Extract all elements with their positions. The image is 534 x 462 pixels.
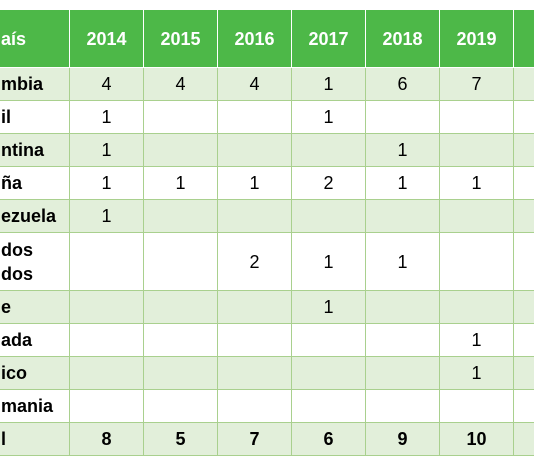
cell: 1: [440, 324, 514, 357]
cell: 1: [70, 167, 144, 200]
cell: [514, 134, 534, 167]
cell: 1: [292, 101, 366, 134]
header-cell: 2: [514, 10, 534, 68]
cell: [144, 101, 218, 134]
header-cell: 2014: [70, 10, 144, 68]
cell: [144, 134, 218, 167]
cell: 1: [366, 167, 440, 200]
cell: [514, 423, 534, 456]
cell: [514, 101, 534, 134]
row-label: ezuela: [0, 200, 70, 233]
cell: 2: [218, 233, 292, 291]
cell: [70, 233, 144, 291]
cell: 7: [218, 423, 292, 456]
cell: [218, 101, 292, 134]
header-cell: 2015: [144, 10, 218, 68]
cell: [70, 324, 144, 357]
cell: [218, 357, 292, 390]
cell: [70, 357, 144, 390]
cell: [514, 291, 534, 324]
cell: [144, 291, 218, 324]
cell: [440, 200, 514, 233]
cell: 1: [70, 200, 144, 233]
cell: [144, 390, 218, 423]
cell: 8: [70, 423, 144, 456]
cell: 1: [292, 68, 366, 101]
cell: 5: [144, 423, 218, 456]
cell: [70, 291, 144, 324]
cell: 2: [292, 167, 366, 200]
header-cell: 2018: [366, 10, 440, 68]
cell: [218, 200, 292, 233]
cell: [366, 291, 440, 324]
cell: 6: [366, 68, 440, 101]
header-cell: 2017: [292, 10, 366, 68]
cell: [440, 390, 514, 423]
cell: [514, 324, 534, 357]
cell: 1: [144, 167, 218, 200]
cell: [144, 357, 218, 390]
cell: 1: [218, 167, 292, 200]
cell: [440, 134, 514, 167]
cell: 6: [292, 423, 366, 456]
cell: 4: [144, 68, 218, 101]
cell: [292, 200, 366, 233]
cell: [218, 134, 292, 167]
cell: [218, 291, 292, 324]
cell: 1: [366, 134, 440, 167]
header-cell: 2019: [440, 10, 514, 68]
row-label: il: [0, 101, 70, 134]
row-label: l: [0, 423, 70, 456]
cell: 7: [440, 68, 514, 101]
cell: [514, 357, 534, 390]
cell: [366, 390, 440, 423]
cell: 1: [70, 134, 144, 167]
cell: [366, 324, 440, 357]
cell: [144, 324, 218, 357]
row-label: e: [0, 291, 70, 324]
row-label: ntina: [0, 134, 70, 167]
cell: 1: [70, 101, 144, 134]
cell: [514, 233, 534, 291]
header-cell: aís: [0, 10, 70, 68]
cell: [366, 101, 440, 134]
cell: [218, 324, 292, 357]
cell: 1: [440, 167, 514, 200]
cell: [144, 200, 218, 233]
cell: [292, 324, 366, 357]
cell: 10: [440, 423, 514, 456]
row-label: ada: [0, 324, 70, 357]
cell: [70, 390, 144, 423]
cell: [440, 233, 514, 291]
cell: 4: [218, 68, 292, 101]
row-label: ico: [0, 357, 70, 390]
row-label: dos dos: [0, 233, 70, 291]
header-cell: 2016: [218, 10, 292, 68]
row-label: mania: [0, 390, 70, 423]
cell: 1: [440, 357, 514, 390]
cell: 9: [366, 423, 440, 456]
cell: [440, 101, 514, 134]
cell: [366, 357, 440, 390]
cell: [514, 68, 534, 101]
row-label: ña: [0, 167, 70, 200]
cell: [292, 357, 366, 390]
cell: 1: [292, 291, 366, 324]
cell: [292, 134, 366, 167]
cell: [366, 200, 440, 233]
cell: [144, 233, 218, 291]
cell: [514, 167, 534, 200]
cell: 4: [70, 68, 144, 101]
row-label: mbia: [0, 68, 70, 101]
cell: [514, 200, 534, 233]
cell: [440, 291, 514, 324]
cell: 1: [366, 233, 440, 291]
cell: [292, 390, 366, 423]
cell: [514, 390, 534, 423]
cell: 1: [292, 233, 366, 291]
cell: [218, 390, 292, 423]
